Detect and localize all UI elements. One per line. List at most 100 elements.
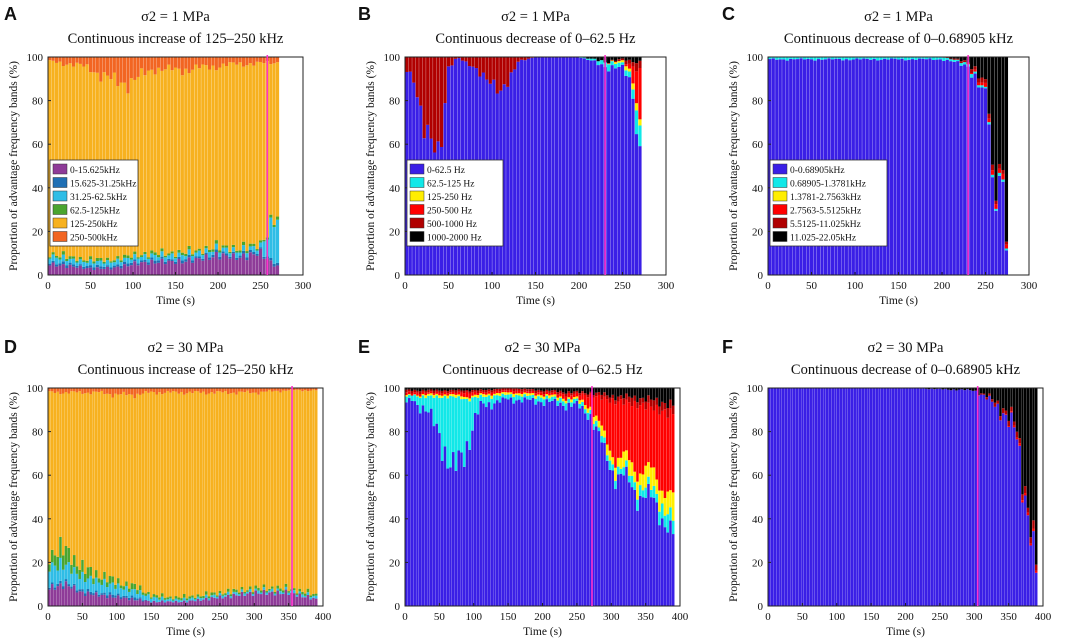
bar-segment — [55, 266, 59, 275]
bar-segment — [527, 58, 531, 275]
panel-title: Continuous increase of 125–250 kHz — [78, 362, 294, 378]
bar-segment — [966, 388, 969, 390]
bar-segment — [547, 57, 552, 275]
bar-segment — [1034, 564, 1038, 571]
bar-segment — [281, 594, 285, 606]
bar-segment — [914, 59, 918, 275]
bar-segment — [191, 256, 195, 261]
bar-segment — [627, 68, 632, 72]
bar-segment — [479, 391, 482, 394]
bar-segment — [565, 57, 569, 275]
y-tick-label: 0 — [395, 601, 401, 613]
bar-segment — [622, 388, 625, 399]
bar-segment — [83, 388, 87, 394]
bar-segment — [592, 394, 595, 398]
bar-segment — [451, 389, 455, 392]
bar-segment — [418, 388, 422, 392]
bar-segment — [471, 395, 474, 398]
x-tick-label: 400 — [315, 611, 332, 623]
bar-segment — [184, 57, 188, 69]
bar-segment — [166, 390, 169, 598]
legend-label: 1.3781-2.7563kHz — [790, 193, 861, 203]
bar-segment — [647, 476, 650, 484]
bar-segment — [268, 592, 271, 606]
bar-segment — [119, 394, 123, 586]
bar-segment — [182, 600, 186, 606]
bar-segment — [913, 388, 917, 606]
bar-segment — [102, 266, 106, 269]
bar-segment — [450, 57, 454, 66]
bar-segment — [67, 586, 70, 606]
bar-segment — [191, 262, 195, 275]
bar-segment — [94, 391, 98, 571]
bar-segment — [224, 391, 227, 594]
bar-segment — [51, 260, 55, 263]
bar-segment — [900, 58, 904, 275]
bar-segment — [935, 388, 939, 606]
legend-swatch — [52, 217, 68, 229]
x-tick-label: 0 — [402, 611, 408, 623]
bar-segment — [191, 254, 195, 257]
x-tick-label: 0 — [765, 280, 771, 292]
bar-segment — [53, 392, 57, 556]
bar-segment — [997, 172, 1002, 176]
y-axis-label: Proportion of advantage frequency bands … — [365, 61, 377, 271]
bar-segment — [607, 71, 611, 275]
bar-segment — [996, 400, 999, 404]
bar-segment — [125, 595, 128, 598]
bar-segment — [457, 396, 460, 451]
bar-segment — [471, 392, 474, 396]
bar-segment — [924, 59, 929, 275]
bar-segment — [853, 388, 856, 606]
bar-segment — [530, 57, 534, 276]
bar-segment — [435, 393, 438, 396]
bar-segment — [548, 401, 551, 606]
bar-segment — [184, 253, 188, 257]
bar-segment — [413, 394, 416, 402]
bar-segment — [127, 600, 131, 606]
bar-segment — [567, 402, 570, 606]
bar-segment — [614, 60, 618, 63]
y-tick-label: 80 — [32, 96, 44, 108]
bar-segment — [191, 597, 194, 601]
bar-segment — [803, 57, 807, 60]
bar-segment — [418, 393, 422, 397]
bar-segment — [988, 388, 991, 394]
bar-segment — [907, 57, 911, 60]
x-tick-label: 100 — [484, 280, 501, 292]
bar-segment — [149, 391, 153, 598]
bar-segment — [641, 402, 645, 475]
bar-segment — [542, 388, 546, 392]
bar-segment — [539, 392, 543, 396]
bar-segment — [210, 388, 213, 393]
bar-segment — [548, 398, 551, 402]
bar-segment — [221, 63, 225, 246]
bar-segment — [114, 588, 117, 596]
bar-segment — [130, 583, 134, 590]
bar-segment — [166, 601, 169, 606]
bar-segment — [78, 391, 81, 570]
bar-segment — [410, 393, 414, 396]
bar-segment — [67, 388, 70, 394]
bar-segment — [182, 394, 186, 595]
panel-letter: C — [722, 4, 735, 24]
bar-segment — [827, 57, 831, 59]
bar-segment — [184, 261, 188, 275]
y-tick-label: 60 — [32, 139, 44, 151]
legend-label: 1000-2000 Hz — [427, 234, 482, 244]
bar-segment — [312, 597, 315, 606]
bar-segment — [994, 208, 998, 211]
bar-segment — [50, 549, 54, 563]
bar-segment — [158, 388, 161, 393]
bar-segment — [916, 388, 920, 606]
legend-swatch — [52, 231, 68, 242]
bar-segment — [987, 57, 991, 114]
bar-segment — [490, 409, 493, 606]
bar-segment — [70, 573, 73, 587]
bar-segment — [146, 258, 150, 263]
bar-segment — [215, 388, 219, 392]
legend-label: 250-500 Hz — [427, 207, 472, 217]
bar-segment — [997, 175, 1002, 275]
panel-sigma-title: σ2 = 1 MPa — [141, 9, 210, 25]
bar-segment — [281, 390, 285, 591]
